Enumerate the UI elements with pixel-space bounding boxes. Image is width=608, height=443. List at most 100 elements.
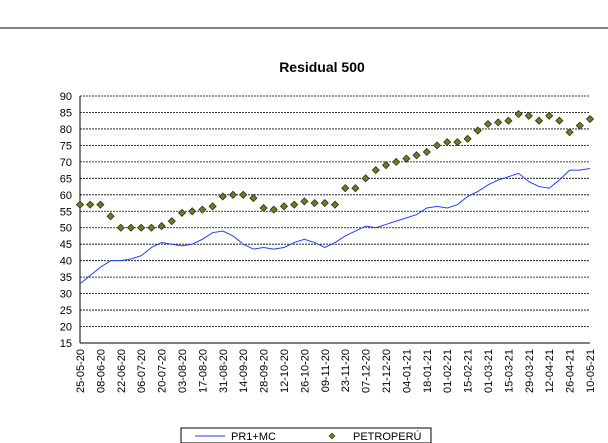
marker — [392, 157, 401, 166]
marker — [463, 134, 472, 143]
marker — [310, 198, 319, 208]
marker — [279, 202, 289, 211]
marker — [361, 174, 370, 183]
x-tick-label: 21-12-20 — [381, 349, 393, 393]
x-tick-label: 29-03-21 — [524, 349, 536, 393]
marker — [86, 200, 95, 209]
marker — [75, 200, 85, 209]
marker — [218, 192, 227, 201]
y-tick-label: 15 — [60, 338, 72, 350]
y-tick-label: 45 — [60, 239, 72, 251]
y-tick-label: 75 — [60, 140, 72, 152]
marker — [147, 223, 156, 232]
marker — [96, 200, 105, 209]
x-tick-label: 08-06-20 — [95, 349, 107, 393]
marker — [330, 200, 340, 209]
x-tick-label: 07-12-20 — [361, 349, 373, 393]
marker — [126, 223, 136, 232]
marker — [545, 111, 554, 120]
x-tick-label: 10-05-21 — [585, 349, 597, 393]
y-tick-label: 85 — [60, 107, 72, 119]
marker — [524, 111, 533, 120]
marker — [239, 190, 248, 199]
marker — [157, 222, 166, 231]
x-tick-label: 01-02-21 — [442, 349, 454, 393]
marker — [402, 154, 411, 163]
marker — [371, 166, 380, 175]
marker — [167, 217, 176, 226]
marker — [422, 147, 431, 157]
legend-label: PETROPERÚ — [353, 430, 422, 443]
x-tick-label: 23-11-20 — [340, 349, 352, 392]
x-tick-label: 06-07-20 — [136, 349, 148, 393]
x-tick-label: 28-09-20 — [259, 349, 271, 393]
x-tick-label: 12-10-20 — [279, 349, 291, 393]
marker — [534, 116, 544, 125]
marker — [443, 138, 452, 147]
y-tick-label: 70 — [60, 157, 72, 169]
marker — [116, 223, 125, 232]
marker — [106, 212, 115, 221]
x-tick-label: 15-03-21 — [503, 349, 515, 393]
x-tick-label: 31-08-20 — [218, 349, 230, 393]
x-tick-label: 18-01-21 — [422, 349, 434, 393]
x-tick-label: 14-09-20 — [238, 349, 250, 393]
marker — [269, 205, 278, 214]
chart-title: Residual 500 — [279, 59, 365, 75]
x-tick-label: 20-07-20 — [157, 349, 169, 393]
y-tick-label: 20 — [60, 322, 72, 334]
legend-box — [180, 427, 432, 443]
marker — [432, 141, 442, 150]
y-tick-label: 90 — [60, 91, 72, 103]
marker — [565, 128, 574, 137]
marker — [300, 197, 309, 206]
y-tick-label: 60 — [60, 190, 72, 202]
x-tick-label: 03-08-20 — [177, 349, 189, 393]
marker — [575, 121, 584, 130]
x-tick-label: 15-02-21 — [463, 349, 475, 393]
y-tick-label: 35 — [60, 272, 72, 284]
y-tick-label: 80 — [60, 124, 72, 136]
marker — [555, 116, 564, 125]
x-tick-label: 22-06-20 — [116, 349, 128, 393]
marker — [228, 190, 238, 199]
x-tick-label: 17-08-20 — [197, 349, 209, 393]
x-tick-label: 26-10-20 — [299, 349, 311, 393]
y-tick-label: 25 — [60, 305, 72, 317]
marker — [188, 207, 197, 216]
marker — [453, 138, 462, 147]
x-tick-label: 26-04-21 — [565, 349, 577, 393]
marker — [208, 202, 217, 211]
legend-swatch — [328, 432, 336, 440]
y-tick-label: 40 — [60, 256, 72, 268]
y-tick-label: 30 — [60, 289, 72, 301]
marker — [351, 184, 360, 193]
marker — [249, 194, 258, 203]
x-tick-label: 25-05-20 — [75, 349, 87, 393]
y-tick-label: 55 — [60, 206, 72, 218]
marker — [483, 119, 493, 129]
marker — [585, 114, 595, 124]
marker — [494, 118, 503, 127]
legend-label: PR1+MC — [231, 431, 276, 443]
line-series — [79, 167, 591, 285]
y-tick-label: 65 — [60, 173, 72, 185]
marker — [341, 184, 350, 193]
marker — [412, 151, 421, 160]
marker — [290, 200, 299, 209]
marker — [514, 110, 523, 119]
marker — [259, 203, 268, 213]
marker — [381, 161, 391, 170]
marker — [320, 198, 329, 208]
x-tick-label: 09-11-20 — [320, 349, 332, 392]
marker — [504, 116, 513, 125]
x-tick-label: 04-01-21 — [401, 349, 413, 393]
marker — [198, 205, 207, 214]
x-tick-label: 12-04-21 — [544, 349, 556, 393]
marker — [473, 126, 482, 135]
marker — [177, 208, 187, 217]
marker — [137, 223, 146, 232]
x-tick-label: 01-03-21 — [483, 349, 495, 393]
